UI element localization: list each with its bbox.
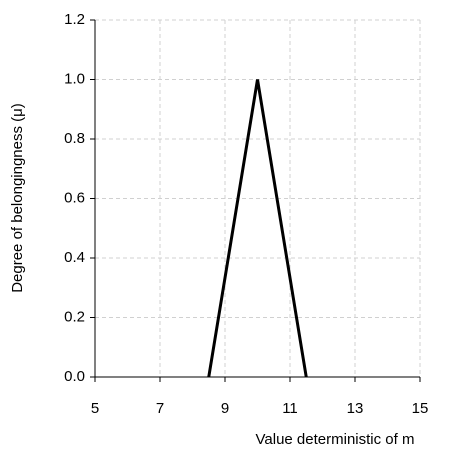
- y-tick-label: 1.0: [64, 70, 85, 87]
- x-tick-label: 5: [91, 400, 99, 417]
- x-axis-label: Value deterministic of m: [256, 431, 415, 448]
- y-tick-label: 1.2: [64, 11, 85, 28]
- y-axis-label: Degree of belongingness (μ): [9, 103, 26, 293]
- y-tick-label: 0.2: [64, 308, 85, 325]
- series-line: [207, 79, 308, 378]
- x-tick-label: 9: [221, 400, 229, 417]
- x-tick-label: 15: [412, 400, 429, 417]
- y-tick-label: 0.0: [64, 368, 85, 385]
- y-tick-label: 0.6: [64, 189, 85, 206]
- y-tick-label: 0.4: [64, 249, 85, 266]
- y-tick-label: 0.8: [64, 130, 85, 147]
- x-tick-label: 11: [282, 400, 298, 417]
- x-tick-label: 13: [347, 400, 364, 417]
- x-tick-label: 7: [156, 400, 164, 417]
